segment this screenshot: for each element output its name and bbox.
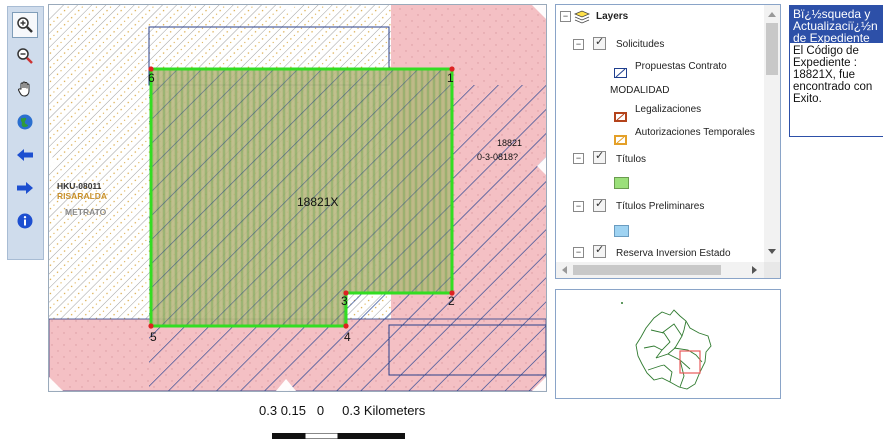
title-line: Bï¿½squeda y	[793, 7, 871, 21]
pan-hand-icon[interactable]	[13, 77, 37, 101]
right-area-code-label: 18821	[497, 138, 522, 148]
collapse-titulos-preliminares-toggle[interactable]: −	[573, 201, 584, 212]
message-line: Expediente :	[793, 57, 857, 69]
layers-panel: − Layers − Solicitudes Propuestas Contra…	[555, 4, 781, 279]
message-line: encontrado con	[793, 81, 873, 93]
scroll-up-icon[interactable]	[768, 12, 776, 17]
zoom-in-icon[interactable]	[12, 12, 38, 38]
left-area-type-label: METRATO	[65, 207, 107, 217]
right-area-sub-label: 0-3-0818?	[477, 152, 518, 162]
vertex-marker	[449, 290, 455, 296]
titulos-preliminares-checkbox[interactable]	[593, 197, 606, 212]
pan-southeast-icon[interactable]	[532, 377, 546, 391]
vertex-marker	[343, 290, 349, 296]
arrow-right-icon[interactable]	[13, 176, 37, 200]
map-view[interactable]: 1 2 3 4 5 6 18821X HKU-08011 RISARALDA M…	[48, 4, 547, 392]
legalizaciones-swatch	[614, 109, 627, 127]
scroll-down-icon[interactable]	[768, 249, 776, 254]
layer-titulos-preliminares-label: Títulos Preliminares	[616, 201, 705, 212]
scroll-left-icon[interactable]	[562, 266, 567, 274]
globe-full-extent-icon[interactable]	[13, 110, 37, 134]
horizontal-scroll-thumb[interactable]	[573, 265, 721, 275]
arrow-left-icon[interactable]	[13, 143, 37, 167]
scale-label-mid: 0.15	[280, 403, 307, 418]
collapse-solicitudes-toggle[interactable]: −	[573, 39, 584, 50]
overview-extent-box[interactable]	[679, 350, 701, 374]
layers-icon	[573, 10, 591, 29]
parcel-label: 18821X	[297, 195, 338, 209]
vertex-label-5: 5	[150, 330, 157, 344]
map-canvas[interactable]: 1 2 3 4 5 6 18821X HKU-08011 RISARALDA M…	[49, 5, 546, 391]
layer-reserva-label: Reserva Inversion Estado	[616, 248, 731, 259]
pan-northwest-icon[interactable]	[49, 5, 63, 19]
vertex-label-2: 2	[448, 294, 455, 308]
layers-root-label: Layers	[596, 11, 629, 22]
autorizaciones-swatch	[614, 132, 627, 150]
pan-north-icon[interactable]	[282, 5, 296, 14]
reserva-checkbox[interactable]	[593, 243, 606, 258]
info-icon[interactable]	[13, 209, 37, 233]
zoom-out-icon[interactable]	[13, 44, 37, 68]
layer-titulos-label: Títulos	[616, 154, 647, 165]
layers-horizontal-scrollbar[interactable]	[556, 262, 764, 278]
map-toolbar	[7, 6, 44, 260]
vertical-scroll-thumb[interactable]	[766, 23, 778, 75]
vertex-label-6: 6	[148, 71, 155, 85]
collapse-reserva-toggle[interactable]: −	[573, 247, 584, 258]
message-line: 18821X, fue	[793, 69, 856, 81]
pan-south-icon[interactable]	[276, 379, 296, 391]
search-result-message: El Código de Expediente : 18821X, fue en…	[790, 43, 883, 107]
message-line: El Código de	[793, 45, 859, 57]
scale-label-right: 0.3 Kilometers	[342, 403, 426, 418]
solicitudes-checkbox[interactable]	[593, 35, 606, 50]
vertex-marker	[148, 323, 154, 329]
collapse-titulos-toggle[interactable]: −	[573, 153, 584, 164]
layer-legalizaciones-label: Legalizaciones	[635, 104, 702, 115]
title-line: Actualizaciï¿½n	[793, 19, 878, 33]
titulos-preliminares-swatch	[614, 225, 629, 237]
overview-island-dot	[621, 302, 623, 304]
pan-southwest-icon[interactable]	[49, 377, 63, 391]
vertex-label-4: 4	[344, 330, 351, 344]
scale-label-zero: 0	[316, 403, 325, 418]
propuestas-swatch	[614, 65, 627, 83]
titulos-checkbox[interactable]	[593, 149, 606, 164]
scalebar	[272, 426, 405, 440]
scalebar-labels: 0.3 0.15 0 0.3 Kilometers	[259, 403, 425, 418]
colombia-outline	[635, 309, 712, 390]
title-line: de Expediente	[793, 31, 870, 45]
left-area-department-label: RISARALDA	[57, 191, 107, 201]
vertex-marker	[343, 323, 349, 329]
collapse-layers-toggle[interactable]: −	[560, 11, 571, 22]
layer-solicitudes-label: Solicitudes	[616, 39, 665, 50]
scrollbar-corner	[764, 262, 780, 278]
pan-west-icon[interactable]	[49, 154, 58, 172]
scale-label-left: 0.3	[259, 403, 278, 418]
layer-modalidad-label: MODALIDAD	[610, 85, 670, 96]
search-result-box: Bï¿½squeda y Actualizaciï¿½n de Expedien…	[789, 5, 883, 137]
scroll-right-icon[interactable]	[752, 266, 757, 274]
left-area-code-label: HKU-08011	[57, 181, 102, 191]
layers-vertical-scrollbar[interactable]	[764, 5, 780, 262]
titulos-swatch	[614, 177, 629, 189]
layer-autorizaciones-label: Autorizaciones Temporales	[635, 127, 755, 138]
search-result-title: Bï¿½squeda y Actualizaciï¿½n de Expedien…	[790, 6, 883, 45]
vertex-marker	[449, 66, 455, 72]
layer-propuestas-label: Propuestas Contrato	[635, 61, 727, 72]
pan-northeast-icon[interactable]	[532, 5, 546, 19]
message-line: Exito.	[793, 93, 822, 105]
vertex-marker	[148, 66, 154, 72]
vertex-label-1: 1	[447, 71, 454, 85]
vertex-label-3: 3	[341, 294, 348, 308]
pan-east-icon[interactable]	[537, 157, 546, 175]
overview-map[interactable]	[555, 289, 781, 399]
